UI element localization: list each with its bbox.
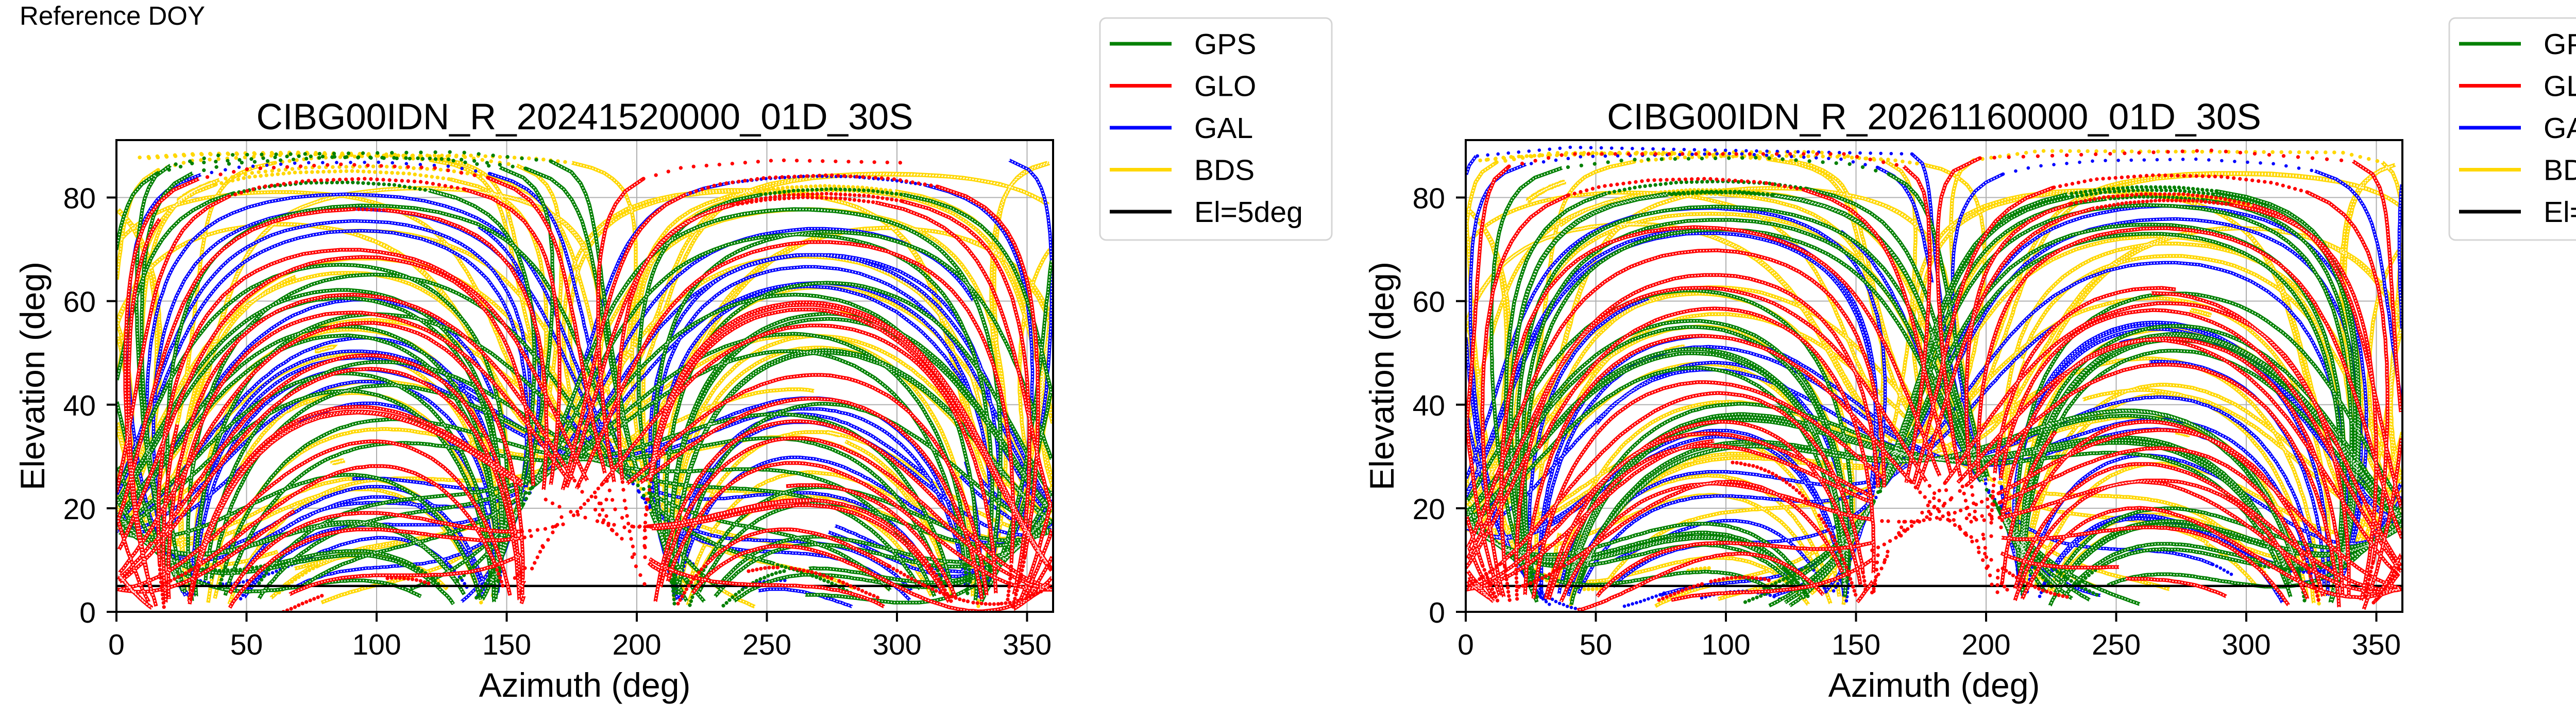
- svg-text:GPS: GPS: [1194, 28, 1256, 61]
- svg-text:0: 0: [79, 596, 96, 629]
- svg-text:GAL: GAL: [2544, 112, 2576, 145]
- svg-text:20: 20: [1413, 493, 1445, 526]
- svg-text:CIBG00IDN_R_20241520000_01D_30: CIBG00IDN_R_20241520000_01D_30S: [257, 97, 913, 138]
- svg-text:BDS: BDS: [1194, 154, 1255, 187]
- svg-text:80: 80: [63, 182, 96, 215]
- svg-text:200: 200: [612, 628, 661, 661]
- svg-text:40: 40: [1413, 389, 1445, 422]
- svg-text:150: 150: [482, 628, 531, 661]
- svg-text:300: 300: [2222, 628, 2270, 661]
- svg-text:Azimuth (deg): Azimuth (deg): [1828, 666, 2040, 704]
- svg-text:Reference DOY: Reference DOY: [20, 1, 205, 30]
- svg-text:250: 250: [2092, 628, 2141, 661]
- svg-text:50: 50: [230, 628, 263, 661]
- svg-text:0: 0: [1429, 596, 1445, 629]
- svg-text:100: 100: [352, 628, 401, 661]
- svg-text:BDS: BDS: [2544, 154, 2576, 187]
- svg-text:GLO: GLO: [2544, 70, 2576, 103]
- svg-text:150: 150: [1832, 628, 1880, 661]
- svg-text:60: 60: [63, 286, 96, 319]
- svg-text:Elevation (deg): Elevation (deg): [13, 262, 52, 490]
- svg-text:0: 0: [1458, 628, 1474, 661]
- svg-text:250: 250: [742, 628, 791, 661]
- svg-text:60: 60: [1413, 286, 1445, 319]
- svg-text:GLO: GLO: [1194, 70, 1256, 103]
- svg-text:GAL: GAL: [1194, 112, 1253, 145]
- svg-text:200: 200: [1961, 628, 2010, 661]
- svg-text:350: 350: [1003, 628, 1052, 661]
- svg-text:50: 50: [1580, 628, 1612, 661]
- svg-text:CIBG00IDN_R_20261160000_01D_30: CIBG00IDN_R_20261160000_01D_30S: [1607, 97, 2261, 138]
- svg-text:40: 40: [63, 389, 96, 422]
- svg-text:Elevation (deg): Elevation (deg): [1363, 262, 1401, 490]
- svg-text:80: 80: [1413, 182, 1445, 215]
- svg-text:20: 20: [63, 493, 96, 526]
- svg-text:El=5deg: El=5deg: [1194, 196, 1303, 229]
- svg-text:Azimuth (deg): Azimuth (deg): [479, 666, 691, 704]
- svg-text:0: 0: [108, 628, 125, 661]
- svg-text:300: 300: [872, 628, 921, 661]
- svg-text:El=5deg: El=5deg: [2544, 196, 2576, 229]
- svg-text:GPS: GPS: [2544, 28, 2576, 61]
- svg-text:100: 100: [1701, 628, 1750, 661]
- svg-text:350: 350: [2352, 628, 2401, 661]
